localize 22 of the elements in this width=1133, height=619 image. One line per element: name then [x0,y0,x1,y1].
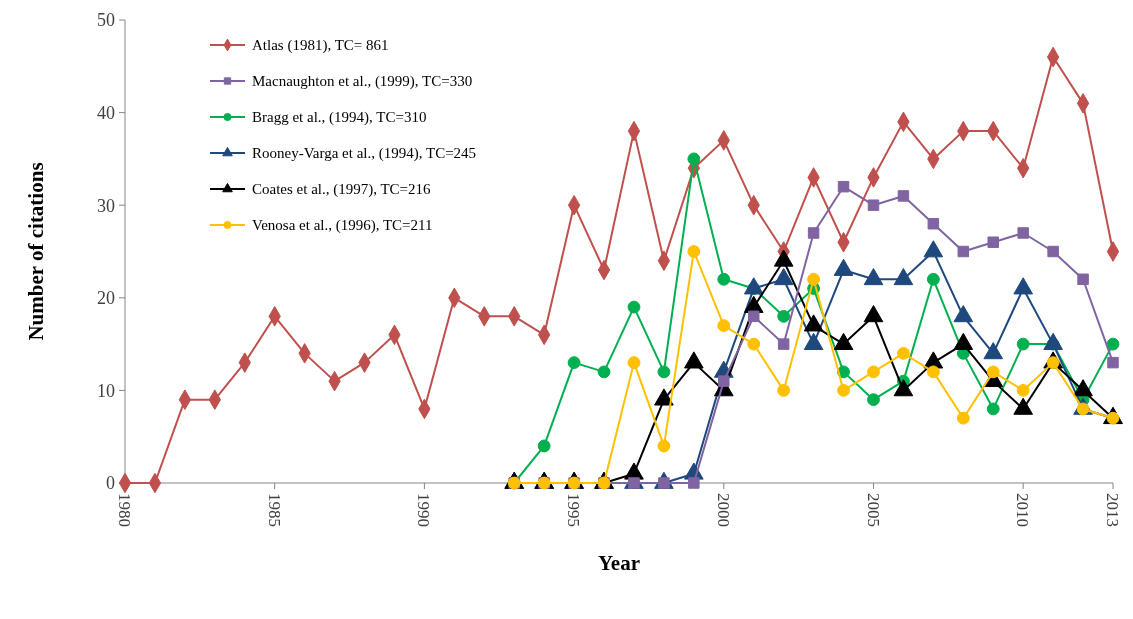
x-tick-label: 2000 [713,493,733,527]
x-tick-label: 1990 [414,493,434,527]
y-tick-label: 30 [97,195,115,216]
x-tick-label: 2005 [863,493,883,527]
x-tick-label: 1985 [264,493,284,527]
legend-label: Macnaughton et al., (1999), TC=330 [252,73,473,91]
y-axis-title: Number of citations [24,162,48,341]
legend-label: Rooney-Varga et al., (1994), TC=245 [252,145,477,163]
legend-label: Coates et al., (1997), TC=216 [252,181,432,199]
x-tick-label: 2013 [1103,493,1123,527]
y-tick-label: 40 [97,102,115,123]
y-tick-label: 50 [97,10,115,31]
x-tick-label: 2010 [1013,493,1033,527]
y-tick-label: 10 [97,380,115,401]
x-tick-label: 1980 [115,493,135,527]
x-tick-label: 1995 [564,493,584,527]
legend-label: Atlas (1981), TC= 861 [252,37,389,55]
legend-label: Bragg et al., (1994), TC=310 [252,109,427,127]
legend-label: Venosa et al., (1996), TC=211 [252,217,433,235]
x-axis-title: Year [598,551,640,575]
y-tick-label: 0 [106,473,115,494]
y-tick-label: 20 [97,288,115,309]
